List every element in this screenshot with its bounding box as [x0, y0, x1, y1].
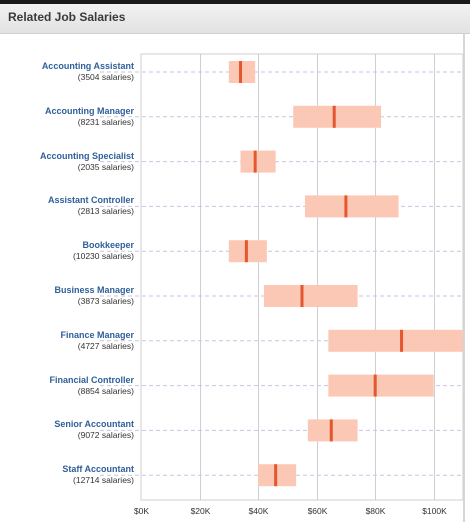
job-label-finance-manager: Finance Manager (4727 salaries) [0, 330, 140, 352]
job-label-staff-accountant: Staff Accountant (12714 salaries) [0, 464, 140, 486]
salary-count: (3873 salaries) [77, 296, 134, 306]
salary-count: (8231 salaries) [77, 116, 134, 127]
salary-count: (10230 salaries) [73, 251, 134, 262]
median-salary-mark [239, 61, 243, 83]
job-title-link[interactable]: Staff Accountant [62, 464, 134, 475]
salary-range-bar [240, 150, 276, 173]
salary-count: (12714 salaries) [73, 475, 134, 486]
job-title-link[interactable]: Accounting Specialist [39, 150, 134, 161]
median-salary-mark [300, 285, 304, 307]
job-label-assistant-controller: Assistant Controller (2813 salaries) [0, 195, 140, 217]
panel-header: Related Job Salaries [0, 4, 470, 34]
panel-border [463, 34, 465, 522]
x-tick-label: $100K [422, 506, 447, 516]
median-salary-mark [244, 240, 248, 263]
job-title-link[interactable]: Finance Manager [60, 329, 134, 340]
x-tick-label: $40K [249, 506, 269, 516]
job-label-business-manager: Business Manager (3873 salaries) [0, 285, 140, 307]
salary-count: (8854 salaries) [77, 385, 134, 396]
job-label-senior-accountant: Senior Accountant (9072 salaries) [0, 419, 140, 441]
job-title-link[interactable]: Financial Controller [49, 374, 134, 385]
median-salary-mark [274, 464, 278, 487]
job-label-accounting-assistant: Accounting Assistant (3504 salaries) [0, 61, 140, 83]
x-tick-label: $20K [191, 506, 211, 516]
x-tick-label: $80K [366, 506, 386, 516]
median-salary-mark [329, 419, 333, 442]
job-label-bookkeeper: Bookkeeper (10230 salaries) [0, 240, 140, 262]
salary-count: (2035 salaries) [77, 161, 134, 172]
salary-range-bar [328, 329, 463, 352]
salary-range-bar [304, 195, 399, 218]
panel-title: Related Job Salaries [8, 10, 126, 24]
job-title-link[interactable]: Senior Accountant [54, 419, 134, 430]
salary-range-bar [293, 105, 382, 128]
job-labels: Accounting Assistant (3504 salaries) Accou… [0, 0, 140, 522]
x-tick-label: $60K [308, 506, 328, 516]
median-salary-mark [400, 329, 404, 352]
job-label-accounting-specialist: Accounting Specialist (2035 salaries) [0, 151, 140, 173]
job-title-link[interactable]: Bookkeeper [82, 240, 134, 251]
salary-range-bar [263, 285, 358, 307]
salary-count: (9072 salaries) [77, 430, 134, 441]
median-salary-mark [344, 195, 348, 218]
job-title-link[interactable]: Business Manager [54, 285, 134, 295]
salary-count: (2813 salaries) [77, 206, 134, 217]
salary-count: (4727 salaries) [77, 340, 134, 351]
job-title-link[interactable]: Accounting Assistant [41, 61, 134, 71]
x-tick-label: $0K [134, 506, 149, 516]
plot-frame [140, 53, 464, 501]
window-top-edge [0, 0, 470, 4]
median-salary-mark [373, 374, 377, 397]
median-salary-mark [253, 150, 257, 173]
job-title-link[interactable]: Accounting Manager [44, 105, 134, 116]
salary-count: (3504 salaries) [77, 72, 134, 82]
salary-range-bar [328, 374, 434, 397]
job-title-link[interactable]: Assistant Controller [47, 195, 134, 206]
median-salary-mark [332, 105, 336, 128]
job-label-accounting-manager: Accounting Manager (8231 salaries) [0, 106, 140, 128]
job-label-financial-controller: Financial Controller (8854 salaries) [0, 375, 140, 397]
